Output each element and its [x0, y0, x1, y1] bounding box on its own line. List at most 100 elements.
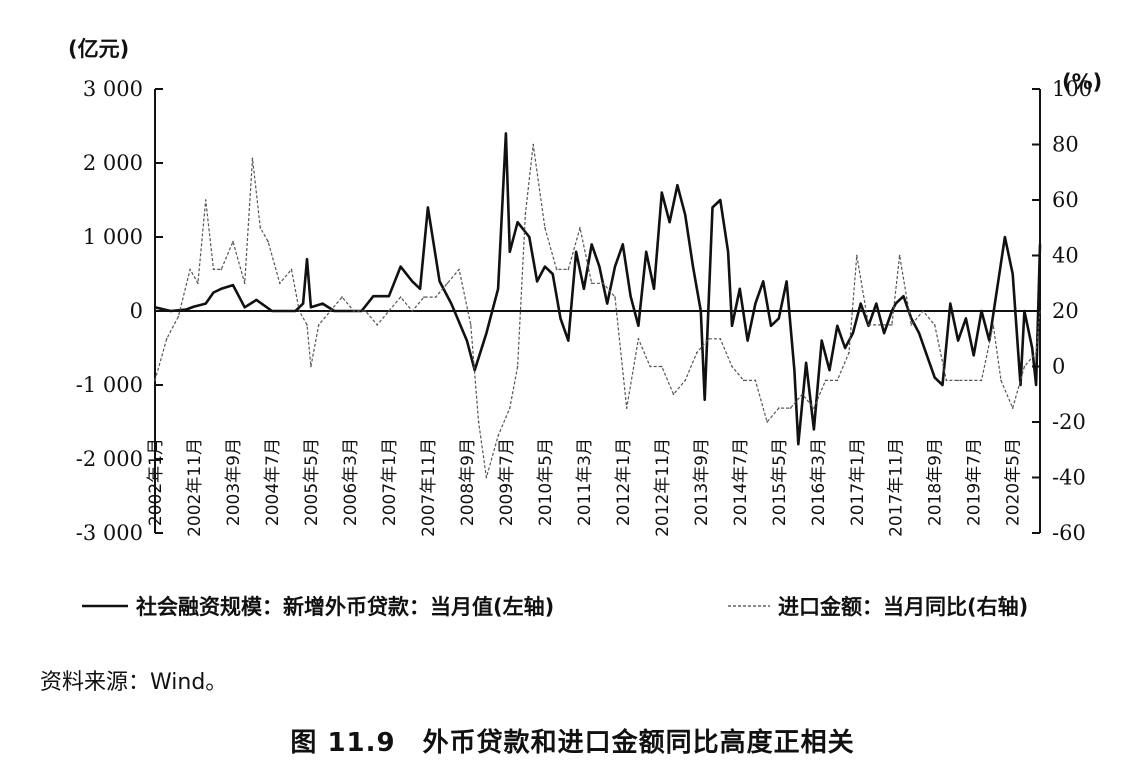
series-point-imports — [1035, 351, 1037, 354]
series-point-imports — [945, 379, 948, 382]
series-point-foreign-loans — [536, 280, 538, 283]
series-point-imports — [411, 310, 414, 312]
x-tick-label: 2008年9月 — [458, 438, 478, 526]
series-point-imports — [590, 282, 593, 285]
left-y-tick-label: 0 — [130, 299, 143, 323]
series-point-imports — [614, 296, 616, 298]
series-point-foreign-loans — [754, 302, 757, 305]
series-point-foreign-loans — [859, 302, 862, 305]
chart-legend: 社会融资规模：新增外币贷款：当月值(左轴) 进口金额：当月同比(右轴) — [82, 595, 1028, 619]
x-tick-label: 2004年7月 — [263, 438, 283, 526]
series-point-foreign-loans — [996, 288, 998, 290]
series-point-foreign-loans — [1035, 384, 1037, 386]
series-point-foreign-loans — [957, 339, 959, 342]
series-point-foreign-loans — [844, 347, 846, 349]
series-point-imports — [891, 324, 893, 326]
series-point-imports — [232, 240, 234, 243]
series-point-imports — [423, 296, 425, 298]
series-point-foreign-loans — [622, 243, 624, 246]
series-point-imports — [154, 379, 156, 382]
series-point-foreign-loans — [306, 258, 308, 261]
series-point-imports — [742, 379, 745, 382]
series-point-foreign-loans — [918, 332, 920, 335]
left-axis-unit: (亿元) — [68, 37, 129, 61]
series-point-imports — [341, 296, 343, 298]
series-point-foreign-loans — [598, 265, 601, 268]
series-point-foreign-loans — [388, 295, 390, 298]
series-point-foreign-loans — [271, 310, 273, 312]
right-y-tick-label: -40 — [1052, 466, 1086, 490]
series-point-imports — [470, 324, 472, 326]
series-point-foreign-loans — [333, 310, 336, 312]
right-y-tick-label: 60 — [1052, 188, 1079, 212]
series-point-imports — [509, 407, 511, 409]
chart-area: 3 000 2 000 1 000 0 -1 000 -2 000 -3 000 100 80 6… — [68, 37, 1102, 619]
series-point-imports — [649, 365, 651, 368]
series-point-imports — [555, 268, 558, 271]
x-tick-label: 2007年1月 — [380, 438, 400, 526]
series-point-foreign-loans — [310, 306, 312, 309]
series-line-foreign-loans — [154, 132, 1042, 446]
series-point-imports — [458, 268, 460, 271]
series-point-imports — [778, 407, 780, 409]
series-point-imports — [789, 407, 792, 409]
figure-caption: 图 11.9 外币贷款和进口金额同比高度正相关 — [290, 728, 855, 758]
chart-ticks: 3 000 2 000 1 000 0 -1 000 -2 000 -3 000 100 80 6… — [76, 77, 1092, 545]
series-point-imports — [364, 310, 367, 312]
series-point-foreign-loans — [614, 265, 616, 268]
series-point-foreign-loans — [575, 251, 577, 253]
x-tick-label: 2010年5月 — [536, 438, 556, 526]
series-point-foreign-loans — [972, 354, 975, 357]
series-point-imports — [544, 227, 546, 229]
series-point-foreign-loans — [360, 310, 363, 312]
x-tick-label: 2006年3月 — [341, 438, 361, 526]
series-point-imports — [731, 365, 733, 368]
series-point-foreign-loans — [668, 221, 671, 223]
series-point-foreign-loans — [1039, 243, 1041, 246]
series-point-imports — [317, 324, 320, 326]
series-point-foreign-loans — [321, 302, 324, 305]
series-point-imports — [1011, 407, 1014, 409]
series-point-foreign-loans — [711, 206, 714, 209]
series-point-imports — [485, 476, 488, 479]
series-point-foreign-loans — [770, 325, 772, 327]
series-point-foreign-loans — [551, 273, 554, 275]
series-point-foreign-loans — [949, 302, 952, 305]
series-point-imports — [477, 421, 480, 423]
series-point-foreign-loans — [1019, 384, 1022, 386]
series-point-foreign-loans — [820, 339, 823, 342]
series-point-foreign-loans — [891, 310, 893, 312]
x-tick-label: 2012年11月 — [653, 438, 673, 537]
legend-label-foreign-loans: 社会融资规模：新增外币贷款：当月值(左轴) — [135, 595, 554, 619]
series-point-foreign-loans — [933, 376, 936, 379]
series-point-imports — [259, 227, 262, 229]
x-tick-label: 2017年11月 — [887, 438, 907, 537]
series-point-imports — [719, 338, 722, 340]
series-point-foreign-loans — [941, 384, 944, 386]
x-tick-label: 2005年5月 — [302, 438, 322, 526]
series-point-foreign-loans — [485, 332, 488, 335]
series-point-foreign-loans — [1023, 310, 1026, 312]
series-point-imports — [189, 268, 191, 271]
series-point-imports — [602, 282, 605, 285]
series-point-foreign-loans — [302, 302, 304, 305]
x-tick-label: 2009年7月 — [497, 438, 517, 526]
right-axis-unit: (%) — [1062, 70, 1102, 94]
series-point-imports — [165, 338, 168, 340]
series-point-foreign-loans — [1004, 236, 1006, 238]
series-point-foreign-loans — [875, 302, 878, 305]
x-tick-label: 2015年5月 — [770, 438, 790, 526]
series-point-foreign-loans — [883, 332, 885, 335]
series-point-imports — [813, 407, 815, 409]
series-point-foreign-loans — [852, 332, 854, 335]
series-point-imports — [353, 310, 355, 312]
series-point-foreign-loans — [684, 214, 686, 216]
series-point-foreign-loans — [185, 308, 187, 311]
series-point-foreign-loans — [567, 339, 570, 342]
right-y-tick-label: 100 — [1052, 77, 1092, 101]
series-point-foreign-loans — [399, 265, 402, 268]
series-point-imports — [516, 365, 519, 368]
series-point-foreign-loans — [661, 191, 663, 194]
series-point-foreign-loans — [590, 243, 593, 246]
series-point-foreign-loans — [797, 443, 800, 446]
